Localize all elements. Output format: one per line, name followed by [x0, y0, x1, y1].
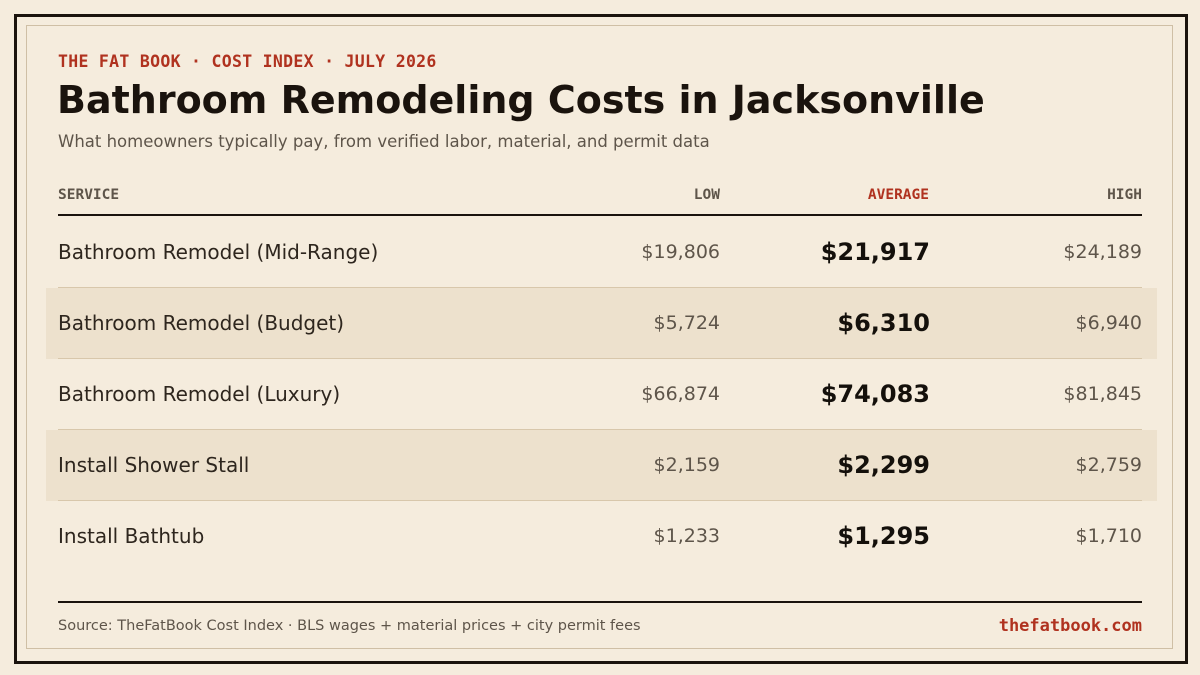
table-row: Install Shower Stall $2,159 $2,299 $2,75… [46, 430, 1157, 501]
high-cell: $1,710 [1075, 525, 1142, 547]
average-cell: $2,299 [837, 451, 930, 479]
low-cell: $66,874 [641, 383, 720, 405]
column-header-average: AVERAGE [867, 187, 929, 203]
service-cell: Bathroom Remodel (Budget) [58, 311, 345, 335]
column-header-high: HIGH [1107, 187, 1142, 203]
page-title: Bathroom Remodeling Costs in Jacksonvill… [57, 78, 985, 122]
footer-divider [58, 601, 1142, 603]
table-row: Install Bathtub $1,233 $1,295 $1,710 [46, 501, 1157, 572]
outer-frame [14, 14, 1188, 664]
table-row: Bathroom Remodel (Luxury) $66,874 $74,08… [46, 359, 1157, 430]
high-cell: $2,759 [1075, 454, 1142, 476]
service-cell: Install Shower Stall [58, 453, 250, 477]
row-divider [58, 287, 1142, 288]
site-link[interactable]: thefatbook.com [998, 616, 1142, 636]
header-divider [58, 214, 1142, 216]
low-cell: $5,724 [653, 312, 720, 334]
kicker: THE FAT BOOK · COST INDEX · JULY 2026 [58, 52, 437, 71]
service-cell: Install Bathtub [58, 524, 205, 548]
average-cell: $74,083 [820, 380, 930, 408]
low-cell: $1,233 [653, 525, 720, 547]
row-divider [58, 358, 1142, 359]
table-row: Bathroom Remodel (Mid-Range) $19,806 $21… [46, 217, 1157, 288]
service-cell: Bathroom Remodel (Luxury) [58, 382, 341, 406]
service-cell: Bathroom Remodel (Mid-Range) [58, 240, 379, 264]
source-note: Source: TheFatBook Cost Index · BLS wage… [58, 618, 641, 634]
average-cell: $21,917 [820, 238, 930, 266]
low-cell: $19,806 [641, 241, 720, 263]
high-cell: $6,940 [1075, 312, 1142, 334]
row-divider [58, 429, 1142, 430]
average-cell: $6,310 [837, 309, 930, 337]
low-cell: $2,159 [653, 454, 720, 476]
average-cell: $1,295 [837, 522, 930, 550]
page-subtitle: What homeowners typically pay, from veri… [58, 132, 710, 151]
column-header-service: SERVICE [58, 187, 120, 203]
inner-frame [26, 25, 1173, 649]
column-header-low: LOW [693, 187, 720, 203]
high-cell: $24,189 [1063, 241, 1142, 263]
high-cell: $81,845 [1063, 383, 1142, 405]
table-row: Bathroom Remodel (Budget) $5,724 $6,310 … [46, 288, 1157, 359]
row-divider [58, 500, 1142, 501]
